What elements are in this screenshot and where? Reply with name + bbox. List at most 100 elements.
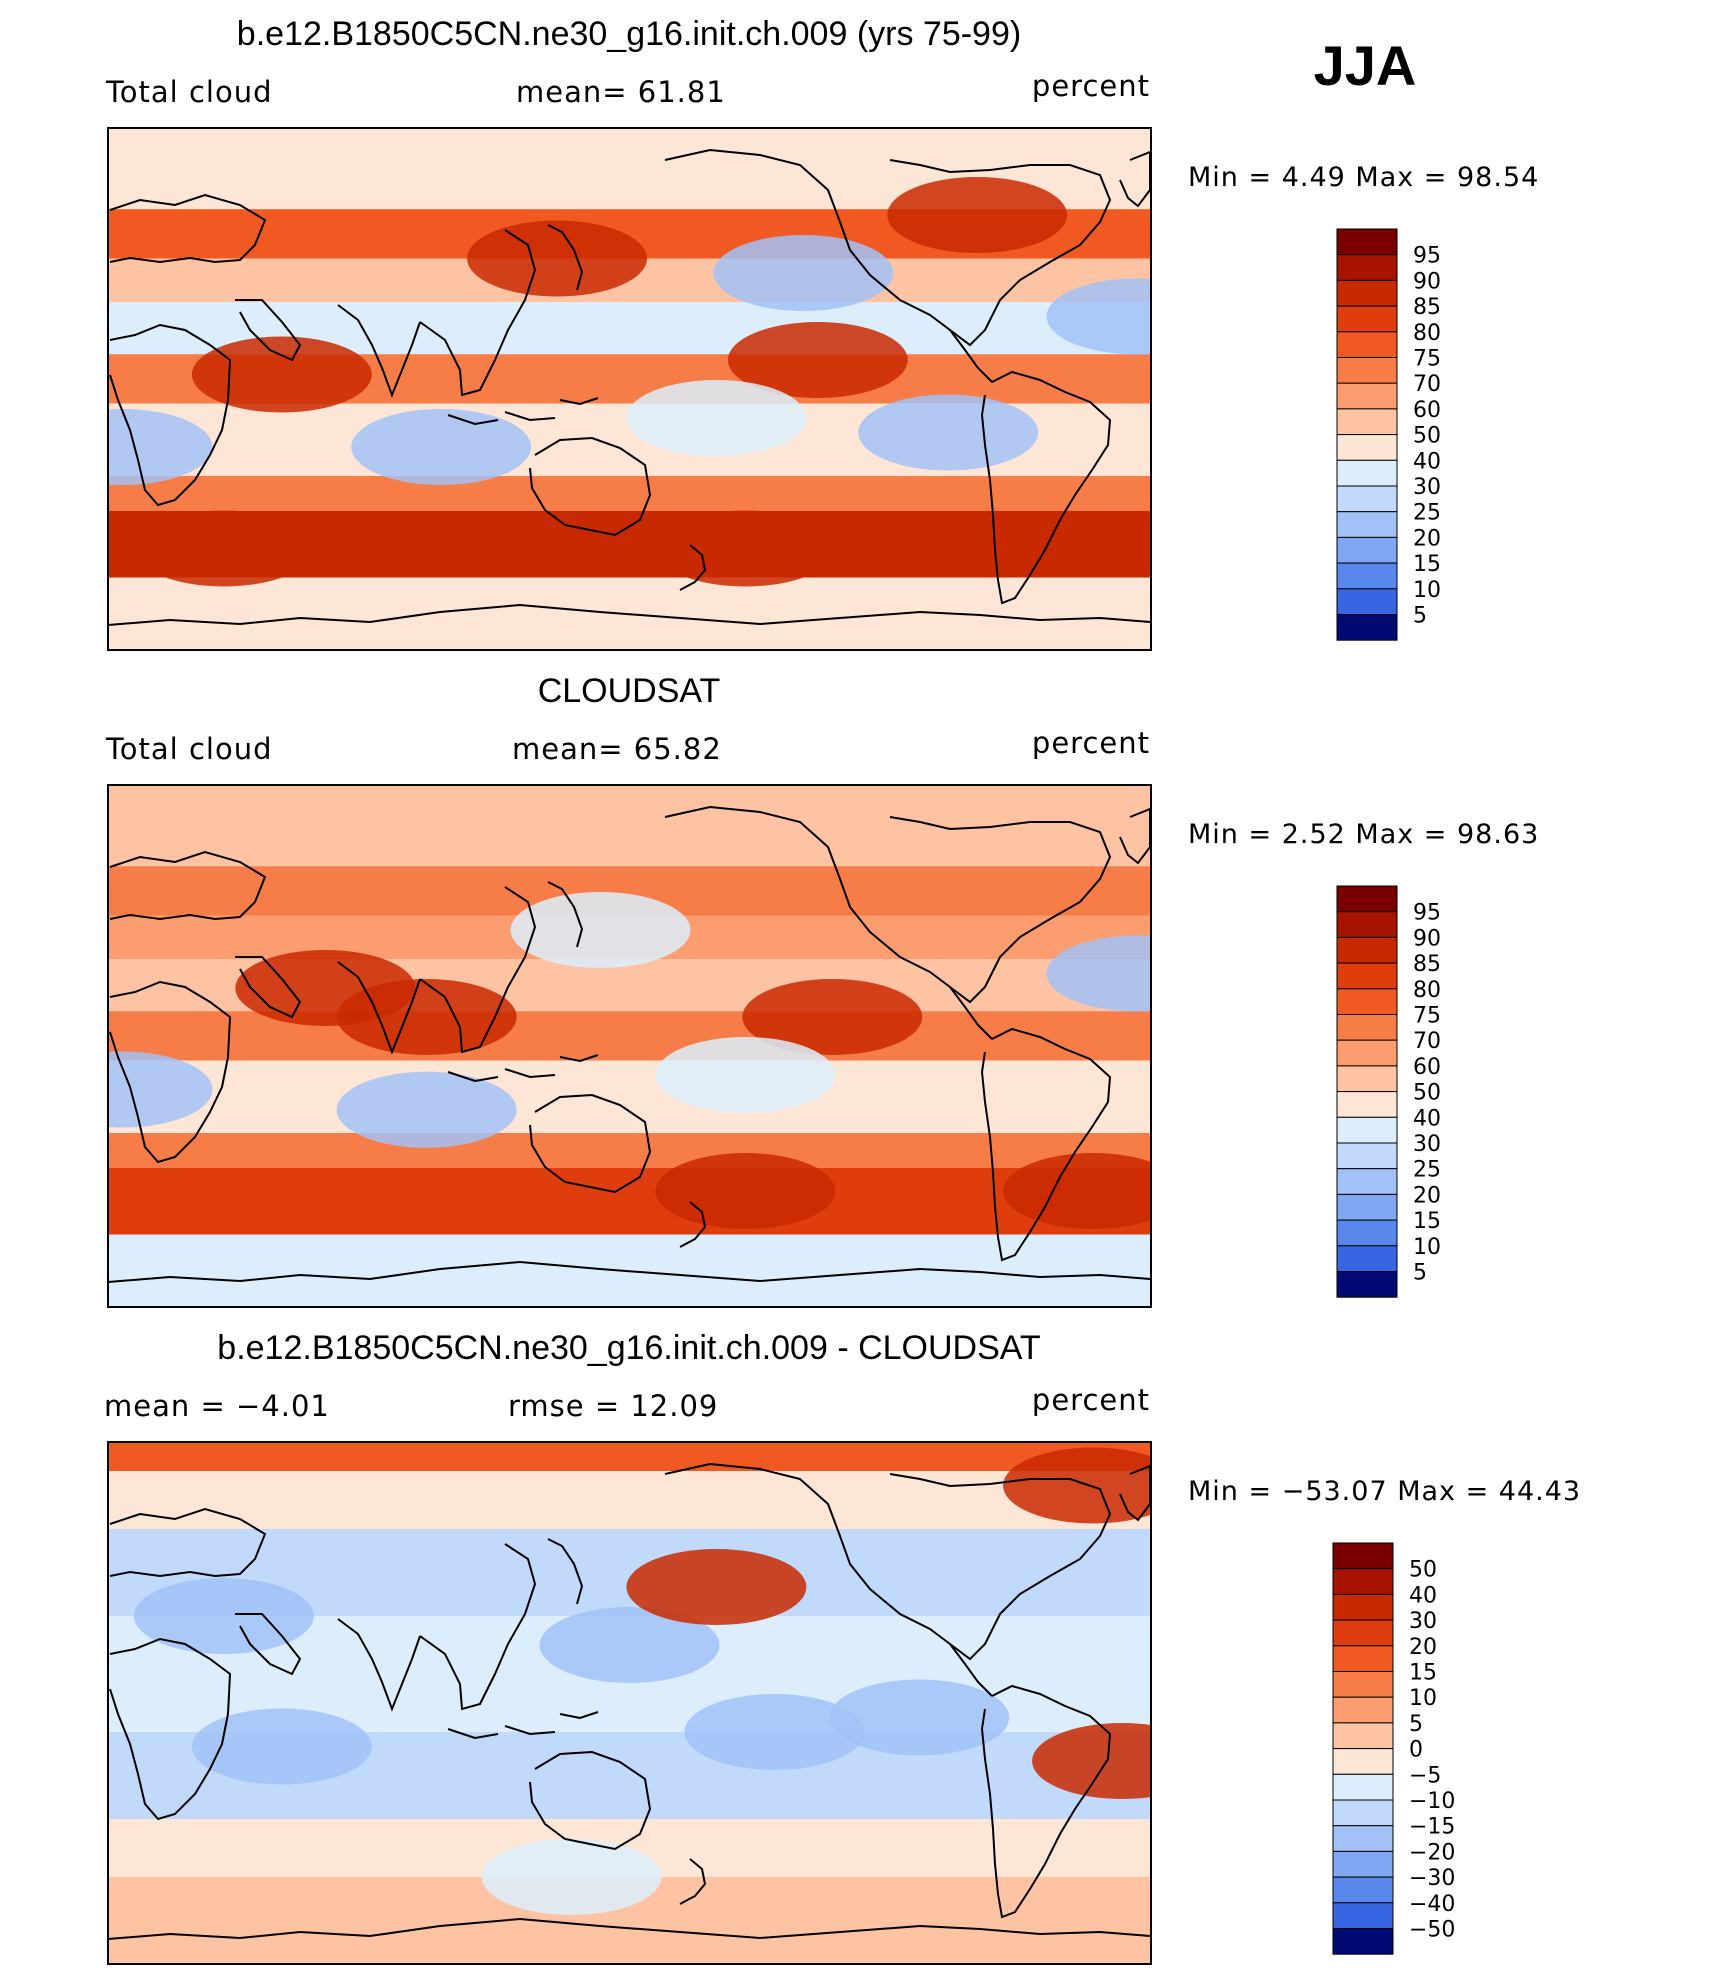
colorbar-swatch — [1332, 1902, 1394, 1929]
colorbar-tick-label: 95 — [1413, 244, 1441, 269]
colorbar-swatch — [1336, 357, 1398, 384]
panel-obs: CLOUDSAT Total cloud mean= 65.82 percent… — [105, 672, 1539, 1308]
cloud-band-6 — [108, 1133, 1151, 1168]
cloud-anomaly-4 — [336, 1071, 517, 1148]
colorbar-swatch — [1332, 1619, 1394, 1647]
cloud-anomaly-3 — [1046, 278, 1151, 355]
colorbar-tick-label: −20 — [1409, 1840, 1455, 1865]
colorbar-swatch — [1336, 228, 1398, 256]
colorbar-swatch — [1336, 562, 1398, 590]
colorbar-tick-label: 15 — [1413, 552, 1441, 577]
colorbar-tick-label: 80 — [1413, 321, 1441, 346]
cloud-anomaly-7 — [108, 409, 213, 485]
panel-left-label: Total cloud — [105, 75, 272, 109]
colorbar-swatch — [1332, 1593, 1394, 1621]
colorbar-tick-label: 40 — [1413, 449, 1441, 474]
panel-units-label: percent — [1032, 1383, 1150, 1417]
cloud-band-0 — [108, 785, 1151, 867]
cloud-anomaly-6 — [713, 235, 894, 311]
colorbar-tick-label: 90 — [1413, 926, 1441, 951]
cloud-anomaly-6 — [626, 1549, 807, 1625]
colorbar-tick-label: −40 — [1409, 1892, 1455, 1917]
cloud-anomaly-2 — [727, 322, 908, 398]
panel-center-label: rmse = 12.09 — [508, 1389, 718, 1423]
cloud-anomaly-5 — [1003, 1447, 1151, 1524]
colorbar-tick-label: 80 — [1413, 978, 1441, 1003]
colorbar-tick-label: 40 — [1409, 1583, 1437, 1608]
panel-left-label: mean = −4.01 — [104, 1389, 330, 1423]
colorbar-swatch — [1336, 254, 1398, 281]
colorbar-tick-label: 5 — [1413, 1261, 1427, 1286]
colorbar-swatch — [1336, 459, 1398, 487]
colorbar-swatch — [1332, 1645, 1394, 1673]
cloud-band-1 — [108, 1471, 1151, 1529]
colorbar-swatch — [1336, 382, 1398, 410]
colorbar-tick-label: 25 — [1413, 501, 1441, 526]
cloud-anomaly-8 — [626, 380, 807, 456]
cloud-band-5 — [108, 1060, 1151, 1133]
minmax-label: Min = −53.07 Max = 44.43 — [1188, 1476, 1581, 1507]
colorbar-swatch — [1332, 1722, 1394, 1750]
cloud-anomaly-2 — [829, 1679, 1010, 1756]
colorbar-swatch — [1336, 936, 1398, 964]
panel-diff: b.e12.B1850C5CN.ne30_g16.init.ch.009 - C… — [104, 1329, 1581, 1965]
colorbar-swatch — [1336, 1039, 1398, 1067]
cloud-anomaly-5 — [108, 1051, 213, 1128]
colorbar-tick-label: 10 — [1413, 1235, 1441, 1260]
cloud-anomaly-0 — [467, 220, 648, 297]
colorbar-tick-label: 70 — [1413, 1029, 1441, 1054]
colorbar-tick-label: 10 — [1413, 578, 1441, 603]
colorbar-tick-label: 5 — [1413, 604, 1427, 629]
colorbar-tick-label: 30 — [1413, 475, 1441, 500]
colorbar-swatch — [1336, 279, 1398, 307]
map-field — [108, 785, 1151, 1307]
cloud-anomaly-9 — [655, 1153, 836, 1229]
cloud-anomaly-10 — [655, 510, 836, 587]
colorbar-swatch — [1336, 1168, 1398, 1195]
colorbar-swatch — [1336, 434, 1398, 461]
colorbar-tick-label: 20 — [1409, 1635, 1437, 1660]
colorbar-swatch — [1336, 1014, 1398, 1041]
colorbar-tick-label: 90 — [1413, 269, 1441, 294]
panel-title: CLOUDSAT — [538, 672, 721, 710]
colorbar-swatch — [1336, 1219, 1398, 1247]
cloud-anomaly-1 — [336, 979, 517, 1055]
colorbar-swatch — [1336, 1091, 1398, 1118]
cloud-anomaly-5 — [858, 394, 1039, 471]
map-field — [108, 1442, 1151, 1964]
colorbar-tick-label: −15 — [1409, 1815, 1455, 1840]
colorbar-swatch — [1332, 1542, 1394, 1570]
colorbar-swatch — [1332, 1671, 1394, 1698]
map-frame — [107, 784, 1152, 1308]
colorbar-swatch — [1332, 1696, 1394, 1724]
cloud-band-0 — [108, 1442, 1151, 1471]
cloud-anomaly-2 — [742, 979, 923, 1055]
colorbar-swatch — [1336, 962, 1398, 990]
colorbar-swatch — [1336, 408, 1398, 436]
panel-units-label: percent — [1032, 69, 1150, 103]
panel-left-label: Total cloud — [105, 732, 272, 766]
cloud-anomaly-6 — [655, 1037, 836, 1113]
colorbar-swatch — [1336, 536, 1398, 564]
colorbar-swatch — [1332, 1799, 1394, 1827]
season-label: JJA — [1314, 34, 1417, 97]
colorbar-swatch — [1336, 511, 1398, 538]
minmax-label: Min = 2.52 Max = 98.63 — [1188, 819, 1539, 850]
colorbar-tick-label: 60 — [1413, 398, 1441, 423]
colorbar-tick-label: 50 — [1413, 1081, 1441, 1106]
colorbar-tick-label: 15 — [1409, 1661, 1437, 1686]
colorbar-swatch — [1336, 1116, 1398, 1144]
colorbar-tick-label: 75 — [1413, 347, 1441, 372]
colorbar-tick-label: 20 — [1413, 1183, 1441, 1208]
colorbar-tick-label: −10 — [1409, 1789, 1455, 1814]
colorbar-swatch — [1336, 305, 1398, 333]
panel-center-label: mean= 61.81 — [516, 75, 726, 109]
panel-center-label: mean= 65.82 — [512, 732, 722, 766]
colorbar-swatch — [1332, 1825, 1394, 1852]
colorbar-swatch — [1332, 1928, 1394, 1955]
colorbar-swatch — [1336, 988, 1398, 1016]
colorbar-swatch — [1336, 1245, 1398, 1272]
